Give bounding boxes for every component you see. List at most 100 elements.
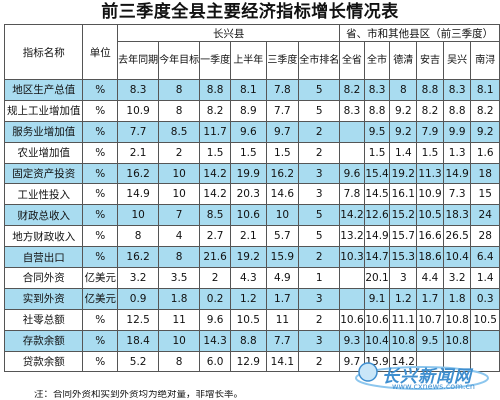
row-indicator-name: 财政总收入 bbox=[3, 204, 84, 227]
table-cell: 11.7 bbox=[199, 120, 232, 143]
table-cell: 20.3 bbox=[230, 183, 267, 206]
header-unit: 单位 bbox=[82, 24, 119, 80]
table-cell: 10.3 bbox=[339, 246, 365, 269]
table-body: 地区生产总值% 8.3 8 8.8 8.1 7.8 5 8.2 8.3 8 8.8 8.3 8.1 规上工… bbox=[3, 79, 500, 373]
table-cell: 19.9 bbox=[230, 162, 267, 185]
row-unit: % bbox=[82, 120, 119, 143]
table-cell: 7.3 bbox=[442, 183, 472, 206]
table-cell: 1.2 bbox=[230, 287, 267, 310]
row-unit: % bbox=[82, 141, 119, 164]
table-cell: 10.8 bbox=[442, 308, 472, 331]
table-cell: 7 bbox=[158, 204, 201, 227]
table-cell: 8.2 bbox=[470, 99, 500, 122]
table-cell: 20.1 bbox=[363, 267, 391, 289]
table-cell: 8.8 bbox=[230, 329, 267, 352]
table-cell: 11.3 bbox=[416, 162, 444, 185]
table-cell: 16.2 bbox=[265, 162, 300, 185]
table-cell: 2 bbox=[158, 141, 201, 164]
row-indicator-name: 农业增加值 bbox=[3, 141, 84, 164]
header-sub-7: 全市 bbox=[363, 41, 391, 80]
table-cell: 1.4 bbox=[470, 267, 500, 289]
header-indicator: 指标名称 bbox=[3, 24, 84, 80]
table-cell: 14.6 bbox=[265, 183, 300, 206]
row-indicator-name: 合同外资 bbox=[3, 267, 84, 289]
table-cell: 8.3 bbox=[117, 79, 160, 101]
table-cell: 11 bbox=[158, 308, 201, 331]
table-cell: 10 bbox=[158, 329, 201, 352]
header-group-changxing: 长兴县 bbox=[117, 24, 341, 42]
table-cell: 14.2 bbox=[339, 204, 365, 227]
table-cell: 13.2 bbox=[339, 225, 365, 248]
table-cell: 11.1 bbox=[389, 308, 418, 331]
table-cell: 9.6 bbox=[199, 308, 232, 331]
table-cell: 14.1 bbox=[265, 350, 300, 373]
table-cell: 7.7 bbox=[265, 329, 300, 352]
table-cell: 8.9 bbox=[230, 99, 267, 122]
table-cell: 3.2 bbox=[442, 267, 472, 289]
row-indicator-name: 地区生产总值 bbox=[3, 79, 84, 101]
table-cell: 14.9 bbox=[117, 183, 160, 206]
header-sub-3: 上半年 bbox=[230, 41, 267, 80]
table-cell: 26.5 bbox=[442, 225, 472, 248]
table-row: 固定资产投资% 16.2 10 14.2 19.9 16.2 3 9.6 15.4 19.2 11.… bbox=[3, 162, 500, 185]
table-cell: 9.2 bbox=[470, 120, 500, 143]
row-indicator-name: 工业性投入 bbox=[3, 183, 84, 206]
table-cell: 2 bbox=[298, 141, 341, 164]
table-cell: 8 bbox=[158, 79, 201, 101]
row-indicator-name: 服务业增加值 bbox=[3, 120, 84, 143]
table-cell: 1.5 bbox=[199, 141, 232, 164]
header-group-others: 省、市和其他县区（前三季度） bbox=[339, 24, 500, 42]
table-cell: 4.4 bbox=[416, 267, 444, 289]
row-indicator-name: 存款余额 bbox=[3, 329, 84, 352]
table-cell: 10.6 bbox=[363, 308, 391, 331]
table-row: 合同外资 亿美元 3.2 3.5 2 4.3 4.9 1 20.1 3 4.4 3.2 1.4 bbox=[3, 267, 500, 289]
table-cell: 10.4 bbox=[363, 329, 391, 352]
table-cell: 8 bbox=[389, 79, 418, 101]
page-title: 前三季度全县主要经济指标增长情况表 bbox=[101, 2, 399, 22]
table-row: 社零总额% 12.5 11 9.6 10.5 11 2 10.6 10.6 11.1 10.7 10.… bbox=[3, 308, 500, 331]
table-cell: 9.2 bbox=[389, 99, 418, 122]
table-cell: 15.2 bbox=[389, 204, 418, 227]
table-cell: 15 bbox=[470, 183, 500, 206]
row-unit: % bbox=[82, 308, 119, 331]
table-cell: 8.5 bbox=[158, 120, 201, 143]
header-sub-6: 全省 bbox=[339, 41, 365, 80]
table-cell: 0.2 bbox=[199, 287, 232, 310]
table-cell: 8 bbox=[158, 246, 201, 269]
table-cell: 16.1 bbox=[389, 183, 418, 206]
table-cell: 14.5 bbox=[363, 183, 391, 206]
row-indicator-name: 规上工业增加值 bbox=[3, 99, 84, 122]
table-cell: 8.8 bbox=[442, 99, 472, 122]
table-cell: 5.2 bbox=[117, 350, 160, 373]
header-sub-2: 一季度 bbox=[199, 41, 232, 80]
watermark-url: www.cxnews.com.cn bbox=[392, 382, 475, 391]
table-cell bbox=[442, 350, 472, 373]
table-cell: 4.3 bbox=[230, 267, 267, 289]
table-cell: 14.3 bbox=[199, 329, 232, 352]
table-row: 农业增加值% 2.1 2 1.5 1.5 1.5 2 1.5 1.4 1.5 1.3 1.6 bbox=[3, 141, 500, 164]
table-cell: 15.3 bbox=[389, 246, 418, 269]
table-cell: 18 bbox=[470, 162, 500, 185]
table-cell bbox=[470, 350, 500, 373]
table-cell: 16.2 bbox=[117, 246, 160, 269]
table-cell: 21.6 bbox=[199, 246, 232, 269]
table-cell: 9.5 bbox=[363, 120, 391, 143]
table-cell: 16.2 bbox=[117, 162, 160, 185]
table-cell: 12.9 bbox=[230, 350, 267, 373]
table-cell bbox=[339, 267, 365, 289]
table-cell: 1.5 bbox=[363, 141, 391, 164]
table-cell: 8.2 bbox=[339, 79, 365, 101]
table-cell: 10.6 bbox=[339, 308, 365, 331]
table-cell: 8.1 bbox=[230, 79, 267, 101]
watermark-text: 长兴新闻网 bbox=[382, 367, 472, 387]
table-row: 规上工业增加值% 10.9 8 8.2 8.9 7.7 5 8.3 8.8 9.2 8.2 8.8 8.… bbox=[3, 99, 500, 122]
header-sub-0: 去年同期 bbox=[117, 41, 160, 80]
table-cell: 14.9 bbox=[442, 162, 472, 185]
table-cell: 5 bbox=[298, 79, 341, 101]
table-cell: 1.7 bbox=[416, 287, 444, 310]
table-cell: 5.7 bbox=[265, 225, 300, 248]
table-cell: 8.3 bbox=[339, 99, 365, 122]
table-cell: 8 bbox=[158, 99, 201, 122]
table-cell: 10 bbox=[265, 204, 300, 227]
table-cell: 0.9 bbox=[117, 287, 160, 310]
